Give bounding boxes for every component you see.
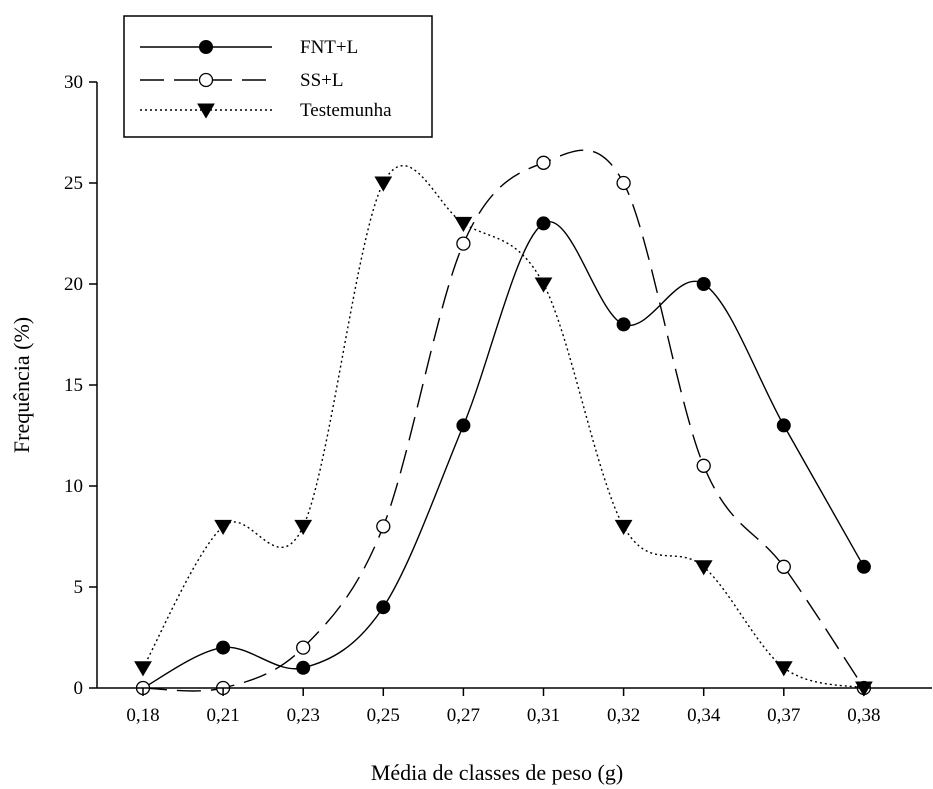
x-tick-label: 0,37 bbox=[767, 705, 800, 726]
data-point bbox=[296, 640, 311, 655]
y-tick-label: 20 bbox=[64, 274, 83, 295]
data-point bbox=[776, 559, 791, 574]
series-line bbox=[142, 149, 865, 692]
legend-item: Testemunha bbox=[140, 100, 392, 121]
legend: FNT+L SS+L Testemunha bbox=[123, 15, 433, 138]
data-point bbox=[456, 236, 471, 251]
data-point bbox=[616, 175, 631, 191]
data-point bbox=[454, 216, 473, 232]
x-tick-label: 0,34 bbox=[687, 705, 721, 726]
axes: 0 5 10 15 20 25 30 0,18 0,21 0,23 0,25 0,27 0,31 0,32… bbox=[64, 72, 932, 726]
data-point bbox=[536, 155, 551, 170]
x-tick-label: 0,21 bbox=[206, 705, 239, 726]
legend-marker bbox=[198, 72, 214, 88]
y-tick-label: 30 bbox=[64, 72, 83, 93]
x-tick-label: 0,31 bbox=[527, 705, 560, 726]
data-point bbox=[614, 519, 633, 535]
data-point bbox=[774, 661, 793, 677]
x-axis-title: Média de classes de peso (g) bbox=[371, 760, 623, 785]
legend-item: SS+L bbox=[140, 70, 343, 91]
legend-box bbox=[123, 15, 433, 138]
y-tick-label: 25 bbox=[64, 173, 83, 194]
series-3 bbox=[134, 165, 873, 697]
x-tick-label: 0,32 bbox=[607, 705, 640, 726]
data-point bbox=[134, 661, 152, 677]
legend-label: Testemunha bbox=[300, 100, 392, 121]
data-point bbox=[616, 317, 631, 332]
y-tick-label: 0 bbox=[74, 678, 84, 699]
data-point bbox=[296, 660, 311, 675]
x-tick-label: 0,23 bbox=[287, 705, 320, 726]
legend-item: FNT+L bbox=[140, 37, 358, 58]
series-line bbox=[142, 165, 865, 689]
y-tick-label: 5 bbox=[74, 577, 84, 598]
series-line bbox=[142, 220, 865, 689]
data-point bbox=[776, 418, 791, 433]
data-point bbox=[214, 519, 232, 535]
data-point bbox=[856, 559, 871, 574]
data-point bbox=[696, 458, 711, 473]
series-layer bbox=[134, 149, 873, 697]
legend-marker bbox=[199, 40, 213, 54]
data-point bbox=[536, 216, 551, 231]
data-point bbox=[376, 519, 391, 534]
data-point bbox=[456, 418, 471, 433]
y-tick-label: 10 bbox=[64, 476, 83, 497]
data-point bbox=[696, 277, 711, 291]
legend-label: FNT+L bbox=[300, 37, 358, 58]
data-point bbox=[294, 519, 313, 535]
series-2 bbox=[135, 149, 872, 696]
x-tick-label: 0,18 bbox=[126, 705, 159, 726]
x-tick-label: 0,38 bbox=[847, 705, 880, 726]
data-point bbox=[534, 277, 553, 293]
series-1 bbox=[136, 216, 871, 695]
data-point bbox=[216, 640, 231, 655]
data-point bbox=[374, 176, 393, 192]
data-point bbox=[694, 560, 713, 576]
legend-marker bbox=[197, 103, 215, 119]
legend-label: SS+L bbox=[300, 70, 343, 91]
data-point bbox=[376, 600, 391, 615]
x-tick-label: 0,25 bbox=[367, 705, 400, 726]
x-tick-label: 0,27 bbox=[447, 705, 480, 726]
y-tick-label: 15 bbox=[64, 375, 83, 396]
y-axis-title: Frequência (%) bbox=[9, 317, 34, 453]
